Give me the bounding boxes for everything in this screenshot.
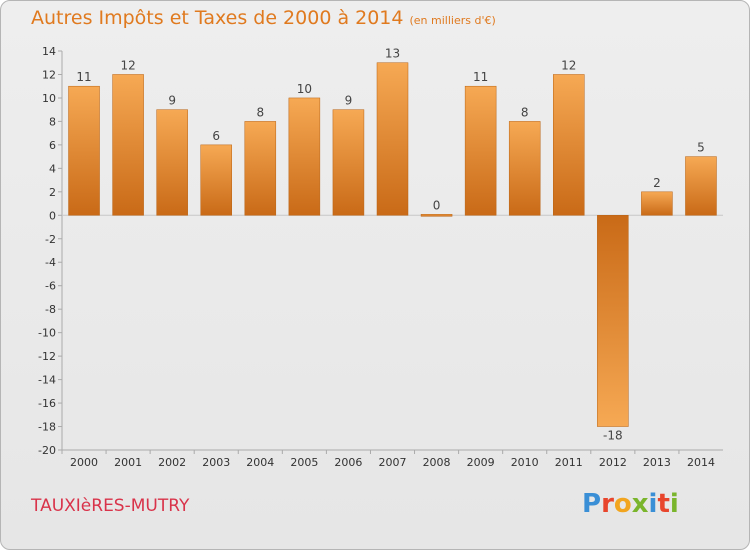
y-tick-label: -6	[45, 280, 56, 293]
bar-2010	[508, 121, 541, 216]
chart-title: Autres Impôts et Taxes de 2000 à 2014	[31, 7, 404, 29]
bar-2011	[553, 74, 585, 216]
value-label-2004: 8	[256, 105, 264, 119]
y-tick-label: -10	[38, 327, 56, 340]
chart-title-block: Autres Impôts et Taxes de 2000 à 2014 (en…	[31, 7, 496, 29]
x-tick-label: 2012	[599, 456, 627, 469]
x-tick-label: 2005	[290, 456, 318, 469]
y-tick-label: 0	[49, 209, 56, 222]
bar-2006	[332, 109, 365, 216]
x-tick-label: 2000	[70, 456, 98, 469]
bar-2008	[420, 214, 453, 217]
value-label-2012: -18	[603, 429, 623, 443]
x-tick-label: 2013	[643, 456, 671, 469]
x-tick-label: 2008	[423, 456, 451, 469]
x-tick-label: 2014	[687, 456, 715, 469]
value-label-2000: 11	[76, 70, 91, 84]
value-labels: 11 12 9 6 8 10 9 13 0 11 8 12 -18 2 5	[76, 47, 704, 443]
bar-2003	[200, 144, 232, 216]
bar-2012	[597, 215, 629, 427]
y-tick-label: -14	[38, 374, 56, 387]
x-tick-label: 2006	[334, 456, 362, 469]
value-label-2010: 8	[521, 105, 529, 119]
x-tick-label: 2011	[555, 456, 583, 469]
y-tick-label: -16	[38, 397, 56, 410]
x-tick-label: 2007	[379, 456, 407, 469]
proxiti-logo-letter: r	[601, 489, 614, 519]
y-tick-label: 6	[49, 139, 56, 152]
x-tick-label: 2009	[467, 456, 495, 469]
y-tick-label: 8	[49, 115, 56, 128]
value-label-2013: 2	[653, 176, 661, 190]
proxiti-logo-letter: t	[657, 489, 670, 519]
bar-2000	[68, 85, 100, 216]
y-tick-label: 4	[49, 162, 56, 175]
y-tick-label: 2	[49, 186, 56, 199]
value-label-2006: 9	[345, 94, 353, 108]
value-label-2007: 13	[385, 47, 400, 61]
bar-2013	[641, 191, 673, 216]
proxiti-logo-letter: i	[669, 489, 679, 519]
value-label-2009: 11	[473, 70, 488, 84]
y-tick-label: -4	[45, 256, 56, 269]
bar-2004	[244, 121, 277, 216]
x-tick-label: 2003	[202, 456, 230, 469]
bar-2005	[288, 97, 321, 216]
x-tick-label: 2002	[158, 456, 186, 469]
x-tick-label: 2010	[511, 456, 539, 469]
bar-2002	[156, 109, 188, 216]
y-tick-label: -2	[45, 233, 56, 246]
value-label-2002: 9	[168, 94, 176, 108]
value-label-2003: 6	[212, 129, 220, 143]
proxiti-logo-letter: x	[631, 489, 649, 519]
x-tick-label: 2001	[114, 456, 142, 469]
bar-2009	[464, 85, 497, 216]
y-tick-label: -18	[38, 421, 56, 434]
proxiti-logo-letter: i	[648, 489, 658, 519]
y-tick-label: 12	[42, 68, 56, 81]
city-name: TAUXIèRES-MUTRY	[31, 496, 190, 516]
value-label-2011: 12	[561, 58, 576, 72]
bar-2007	[376, 62, 409, 216]
y-tick-label: 14	[42, 45, 56, 58]
bars	[68, 62, 717, 427]
bar-2014	[685, 156, 717, 216]
value-label-2014: 5	[697, 141, 705, 155]
y-tick-label: -12	[38, 350, 56, 363]
y-tick-label: 10	[42, 92, 56, 105]
y-tick-label: -20	[38, 444, 56, 457]
value-label-2001: 12	[120, 58, 135, 72]
bar-2001	[112, 74, 144, 216]
chart-subtitle: (en milliers d'€)	[409, 14, 496, 27]
proxiti-logo-letter: P	[582, 489, 602, 519]
value-label-2008: 0	[433, 198, 441, 212]
proxiti-logo-letter: o	[613, 489, 632, 519]
y-tick-label: -8	[45, 303, 56, 316]
proxiti-logo: Proxiti	[582, 489, 679, 519]
value-label-2005: 10	[297, 82, 312, 96]
x-tick-label: 2004	[246, 456, 274, 469]
